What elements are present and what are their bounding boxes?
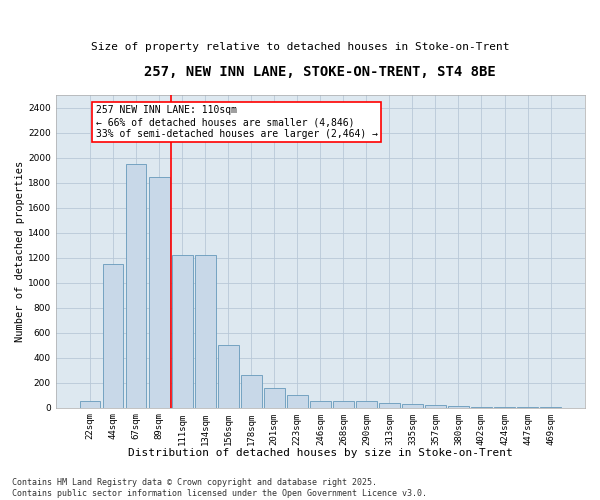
Title: 257, NEW INN LANE, STOKE-ON-TRENT, ST4 8BE: 257, NEW INN LANE, STOKE-ON-TRENT, ST4 8…	[145, 65, 496, 79]
Bar	[241, 375, 262, 408]
Bar	[471, 407, 492, 408]
Bar	[287, 395, 308, 407]
Bar	[218, 345, 239, 408]
Bar	[149, 176, 170, 408]
Bar	[333, 400, 354, 407]
Bar	[379, 403, 400, 407]
Bar	[80, 402, 100, 407]
Text: Size of property relative to detached houses in Stoke-on-Trent: Size of property relative to detached ho…	[91, 42, 509, 52]
Y-axis label: Number of detached properties: Number of detached properties	[15, 161, 25, 342]
Bar	[126, 164, 146, 408]
Bar	[448, 406, 469, 408]
X-axis label: Distribution of detached houses by size in Stoke-on-Trent: Distribution of detached houses by size …	[128, 448, 512, 458]
Bar	[172, 256, 193, 408]
Bar	[356, 402, 377, 407]
Bar	[402, 404, 423, 407]
Bar	[195, 256, 215, 408]
Bar	[103, 264, 124, 408]
Text: Contains HM Land Registry data © Crown copyright and database right 2025.
Contai: Contains HM Land Registry data © Crown c…	[12, 478, 427, 498]
Bar	[310, 400, 331, 407]
Bar	[425, 405, 446, 407]
Bar	[264, 388, 284, 407]
Text: 257 NEW INN LANE: 110sqm
← 66% of detached houses are smaller (4,846)
33% of sem: 257 NEW INN LANE: 110sqm ← 66% of detach…	[96, 106, 378, 138]
